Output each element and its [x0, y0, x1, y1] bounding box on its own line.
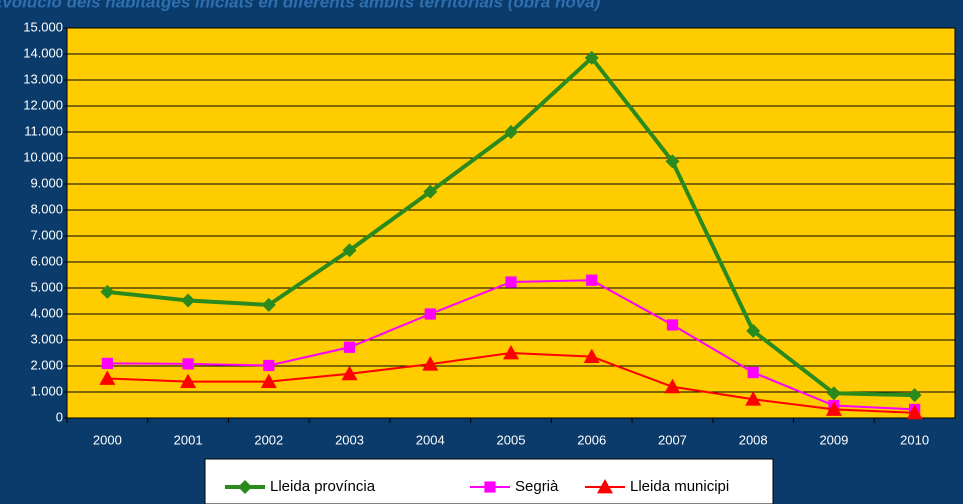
marker [341, 365, 358, 381]
x-tick-label: 2000 [93, 432, 122, 447]
marker [101, 357, 113, 369]
marker [906, 404, 923, 420]
marker [180, 373, 197, 388]
marker [586, 274, 598, 286]
marker [745, 391, 762, 406]
y-tick-label: 11.000 [24, 123, 63, 138]
legend-label: Lleida municipi [630, 478, 729, 495]
x-tick-label: 2009 [819, 432, 848, 447]
y-tick-label: 6.000 [30, 253, 63, 268]
legend-label: Segrià [515, 478, 559, 495]
marker [504, 125, 518, 139]
marker [664, 378, 681, 394]
marker [665, 154, 680, 169]
x-tick-label: 2008 [739, 432, 768, 447]
plot-area [66, 27, 956, 419]
marker [484, 481, 496, 493]
marker [503, 345, 519, 360]
marker [826, 386, 841, 401]
marker [343, 341, 356, 353]
marker [666, 319, 679, 331]
marker [99, 370, 116, 385]
y-tick-label: 14.000 [23, 45, 63, 60]
marker [747, 366, 759, 379]
marker [238, 480, 252, 494]
y-tick-label: 8.000 [30, 201, 63, 216]
y-tick-label: 15.000 [23, 19, 63, 34]
x-tick-label: 2004 [416, 432, 445, 447]
x-tick-label: 2003 [335, 432, 364, 447]
x-tick-label: 2005 [497, 432, 526, 447]
y-tick-label: 4.000 [30, 305, 63, 320]
marker [263, 359, 275, 372]
marker [584, 50, 599, 65]
x-tick-label: 2010 [900, 432, 929, 447]
marker [342, 243, 357, 258]
marker [746, 323, 761, 338]
marker [583, 348, 600, 364]
marker [424, 308, 436, 320]
y-tick-label: 1.000 [30, 383, 63, 398]
y-tick-label: 2.000 [30, 357, 63, 372]
x-tick-label: 2006 [577, 432, 606, 447]
marker [261, 297, 276, 312]
x-tick-label: 2007 [658, 432, 687, 447]
y-tick-label: 10.000 [23, 149, 63, 164]
chart-title: Evolució dels habitatges iniciats en dif… [0, 0, 601, 11]
y-tick-label: 5.000 [30, 279, 63, 294]
x-tick-label: 2001 [174, 432, 203, 447]
marker [907, 388, 922, 403]
marker [182, 358, 194, 370]
legend-label: Lleida província [270, 478, 376, 495]
x-tick-label: 2002 [254, 432, 283, 447]
y-tick-label: 12.000 [23, 97, 63, 112]
marker [597, 479, 613, 494]
y-tick-label: 7.000 [30, 227, 63, 242]
marker [422, 356, 439, 371]
marker [505, 276, 517, 288]
marker [423, 184, 438, 199]
y-tick-label: 13.000 [23, 71, 63, 86]
marker [825, 401, 842, 416]
y-tick-label: 9.000 [30, 175, 63, 190]
y-tick-label: 3.000 [30, 331, 63, 346]
marker [181, 293, 196, 308]
y-tick-label: 0 [56, 409, 63, 424]
marker [260, 373, 277, 388]
marker [100, 284, 115, 299]
